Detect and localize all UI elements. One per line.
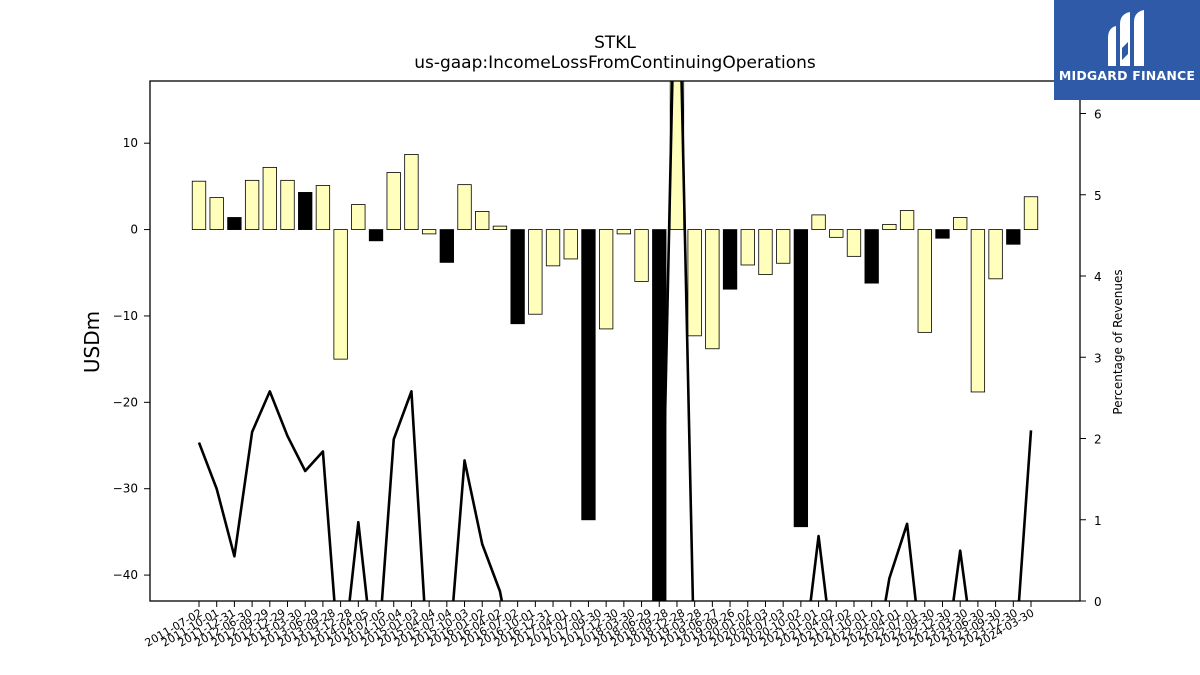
- y2-tick-label: 2: [1094, 433, 1102, 447]
- chart-title: STKL: [594, 33, 636, 53]
- bar-23: [599, 229, 614, 330]
- bar-38: [864, 229, 879, 284]
- y2-tick-label: 0: [1094, 595, 1102, 609]
- bar-6: [298, 192, 313, 230]
- bar-8: [333, 229, 348, 360]
- bar-30: [722, 229, 738, 290]
- bar-35: [811, 214, 826, 230]
- bar-4: [262, 166, 277, 230]
- bar-1: [209, 197, 224, 230]
- bar-45: [988, 229, 1003, 280]
- y-tick-label: −40: [113, 568, 138, 582]
- line-layer: [197, 81, 1033, 601]
- y2-axis-label: Percentage of Revenues: [1111, 269, 1125, 414]
- bar-3: [244, 179, 260, 230]
- bar-22: [581, 229, 596, 521]
- bar-34: [793, 229, 809, 528]
- bar-14: [439, 229, 454, 263]
- bar-42: [935, 229, 950, 239]
- bar-43: [953, 217, 968, 230]
- midgard-logo-icon: [1108, 10, 1144, 66]
- y2-tick-label: 4: [1094, 270, 1102, 284]
- bar-46: [1006, 229, 1021, 245]
- bar-5: [280, 179, 295, 230]
- bar-37: [846, 229, 862, 257]
- bar-40: [899, 210, 915, 230]
- bar-25: [634, 229, 649, 282]
- x-axis-ticks: 2011-07-022011-10-012011-12-312012-06-30…: [143, 601, 1037, 650]
- bar-10: [368, 229, 384, 242]
- bar-7: [315, 185, 331, 230]
- y-axis-label: USDm: [80, 311, 104, 373]
- bar-21: [563, 229, 578, 260]
- plot-frame: [149, 80, 1081, 602]
- bar-24: [616, 229, 631, 235]
- y-tick-label: 10: [123, 136, 138, 150]
- bar-44: [970, 229, 986, 393]
- bar-13: [421, 229, 437, 235]
- bar-29: [705, 229, 720, 350]
- bar-36: [829, 229, 844, 238]
- bar-28: [687, 229, 702, 337]
- bar-19: [528, 229, 543, 315]
- y-tick-label: −20: [113, 395, 138, 409]
- bar-18: [510, 229, 525, 325]
- y-tick-label: −10: [113, 309, 138, 323]
- bar-12: [404, 154, 419, 230]
- y2-tick-label: 5: [1094, 189, 1102, 203]
- bars-group: [191, 81, 1039, 601]
- bar-32: [758, 229, 773, 275]
- revenue-percentage-line: [197, 81, 1033, 601]
- bar-17: [492, 225, 508, 230]
- bar-0: [191, 180, 207, 230]
- y-tick-label: 0: [130, 223, 138, 237]
- y2-tick-label: 3: [1094, 351, 1102, 365]
- bar-11: [386, 172, 401, 230]
- bar-31: [740, 229, 755, 266]
- y2-tick-label: 1: [1094, 514, 1102, 528]
- y-axis-ticks: −40 −30 −20 −10 0 10: [113, 136, 150, 582]
- bar-47: [1023, 196, 1039, 230]
- bar-2: [227, 217, 242, 230]
- bar-16: [475, 211, 490, 230]
- bar-15: [457, 184, 472, 230]
- y2-tick-label: 6: [1094, 108, 1102, 122]
- brand-name: MIDGARD FINANCE: [1058, 68, 1196, 83]
- brand-logo: MIDGARD FINANCE: [1054, 0, 1200, 100]
- bar-20: [545, 229, 561, 267]
- bar-41: [917, 229, 932, 333]
- bar-39: [882, 223, 897, 230]
- y-tick-label: −30: [113, 482, 138, 496]
- chart-subtitle: us-gaap:IncomeLossFromContinuingOperatio…: [414, 53, 816, 73]
- y2-axis-ticks: 0 1 2 3 4 5 6: [1080, 108, 1102, 609]
- bar-33: [776, 229, 791, 264]
- bar-9: [351, 204, 366, 230]
